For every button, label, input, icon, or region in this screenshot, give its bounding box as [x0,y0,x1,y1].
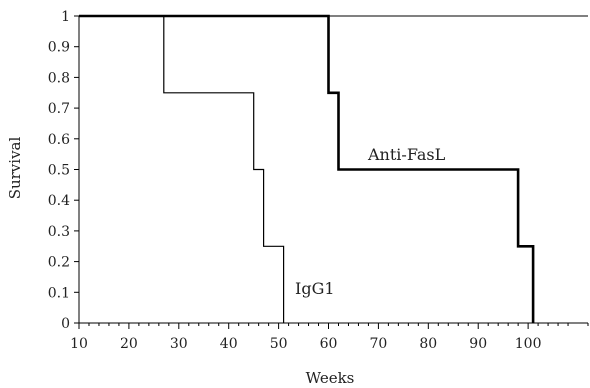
series-anti-fasl-line [79,14,535,323]
x-tick-label: 40 [220,336,238,352]
y-tick-label: 0.3 [48,224,70,240]
series-layer [79,14,535,323]
x-axis-title: Weeks [306,369,355,387]
y-tick-label: 0.5 [48,163,70,179]
series-igg1-line [79,15,285,323]
series-anti-fasl-label: Anti-FasL [367,145,446,164]
y-tick-label: 0.2 [48,255,70,271]
x-tick-label: 30 [170,336,188,352]
y-tick-label: 0.4 [48,193,70,209]
series-igg1-label: IgG1 [295,279,335,298]
axes: 0 0.1 0.2 0.3 0.4 0.5 0.6 0.7 0.8 0.9 1 10 20 30 40 50 6… [48,9,589,352]
y-tick-label: 1 [61,9,70,25]
x-tick-label: 70 [369,336,387,352]
y-axis-title: Survival [6,137,24,200]
labels-layer: IgG1 Anti-FasL [295,145,446,298]
x-tick-label: 20 [120,336,138,352]
y-tick-label: 0.8 [48,70,70,86]
y-tick-label: 0 [61,316,70,332]
y-tick-label: 0.6 [48,132,70,148]
x-tick-label: 90 [469,336,487,352]
y-tick-label: 0.7 [48,101,70,117]
x-tick-label: 80 [419,336,437,352]
x-tick-label: 100 [515,336,542,352]
x-tick-label: 60 [320,336,338,352]
y-tick-label: 0.1 [48,285,70,301]
x-tick-label: 10 [70,336,88,352]
y-tick-label: 0.9 [48,40,70,56]
x-tick-label: 50 [270,336,288,352]
